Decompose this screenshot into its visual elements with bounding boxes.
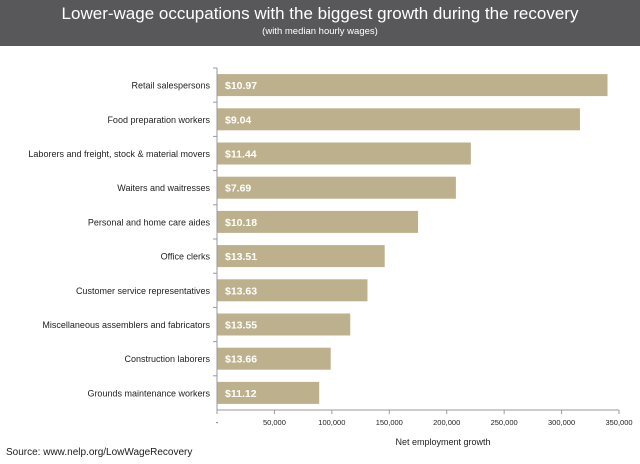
x-axis: - 50,000 100,000 150,000 200,000 250,000 300,0… (213, 67, 633, 427)
bar-value-label: $13.55 (225, 320, 257, 332)
bar-value-label: $10.97 (225, 80, 257, 92)
x-axis-label: Net employment growth (395, 437, 490, 447)
bar-value-label: $11.12 (225, 388, 257, 400)
category-label: Office clerks (161, 252, 211, 262)
category-label: Grounds maintenance workers (87, 388, 210, 398)
x-tick-label: 350,000 (605, 418, 632, 427)
bar-value-label: $13.66 (225, 354, 257, 366)
chart-title: Lower-wage occupations with the biggest … (61, 4, 579, 23)
bar-value-label: $10.18 (225, 217, 257, 229)
category-label: Miscellaneous assemblers and fabricators (42, 320, 210, 330)
x-tick-label: 50,000 (263, 418, 286, 427)
category-label: Personal and home care aides (88, 217, 211, 227)
bar (217, 108, 580, 131)
category-label: Laborers and freight, stock & material m… (28, 149, 210, 159)
bar-value-label: $13.63 (225, 285, 257, 297)
category-labels: Retail salespersons Food preparation work… (28, 81, 210, 399)
category-label: Retail salespersons (131, 81, 210, 91)
bar (217, 176, 456, 199)
x-tick-label: 100,000 (318, 418, 345, 427)
source-note: Source: www.nelp.org/LowWageRecovery (6, 447, 193, 458)
category-label: Customer service representatives (76, 286, 211, 296)
bar (217, 210, 418, 233)
bars-group: $10.97 $9.04 $11.44 $7.69 $10.18 $13.51 $13.63… (217, 74, 608, 404)
bar (217, 347, 331, 370)
x-tick-label: - (216, 418, 219, 427)
bar (217, 381, 320, 404)
bar (217, 313, 351, 336)
chart-header: Lower-wage occupations with the biggest … (0, 0, 640, 46)
x-tick-label: 200,000 (433, 418, 460, 427)
bar (217, 245, 385, 268)
category-label: Food preparation workers (107, 115, 210, 125)
x-tick-label: 150,000 (376, 418, 403, 427)
category-label: Waiters and waitresses (117, 183, 210, 193)
bar-value-label: $11.44 (225, 149, 257, 161)
category-label: Construction laborers (124, 354, 210, 364)
bar-value-label: $7.69 (225, 183, 251, 195)
bar (217, 279, 368, 302)
bar-value-label: $13.51 (225, 251, 257, 263)
x-tick-label: 300,000 (548, 418, 575, 427)
chart-subtitle: (with median hourly wages) (262, 26, 378, 37)
x-tick-label: 250,000 (491, 418, 518, 427)
bar (217, 142, 471, 165)
bar-value-label: $9.04 (225, 114, 251, 126)
bar (217, 74, 608, 97)
